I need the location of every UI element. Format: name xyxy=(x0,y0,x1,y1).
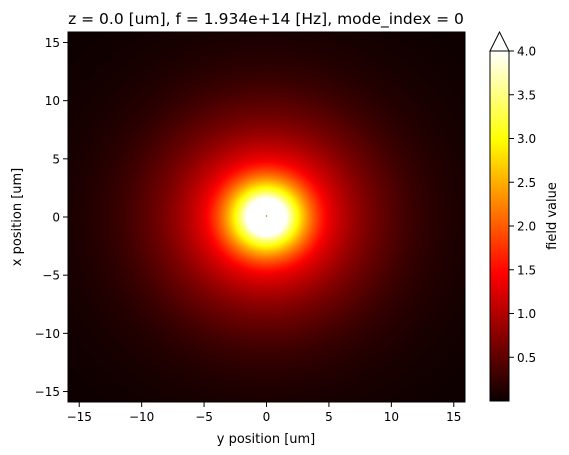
x-tick-label: 15 xyxy=(446,410,461,424)
heatmap-layer xyxy=(68,32,465,402)
colorbar-tick-label: 0.5 xyxy=(517,351,536,365)
colorbar-tick-label: 3.5 xyxy=(517,88,536,102)
colorbar-extend-triangle xyxy=(489,30,510,52)
colorbar-tick-label: 2.5 xyxy=(517,176,536,190)
colorbar-gradient xyxy=(490,51,509,401)
y-tick-label: −15 xyxy=(35,385,60,399)
colorbar: 0.5 1.0 1.5 2.0 2.5 3.0 3.5 4.0 xyxy=(489,30,536,402)
colorbar-tick-label: 1.0 xyxy=(517,307,536,321)
colorbar-tick-label: 3.0 xyxy=(517,132,536,146)
colorbar-tick-label: 2.0 xyxy=(517,220,536,234)
colorbar-tick-label: 4.0 xyxy=(517,45,536,59)
x-tick-label: 10 xyxy=(384,410,399,424)
y-tick-label: 15 xyxy=(45,36,60,50)
y-tick-label: −10 xyxy=(35,327,60,341)
x-tick-label: 0 xyxy=(263,410,271,424)
colorbar-tick-label: 1.5 xyxy=(517,263,536,277)
colorbar-label: field value xyxy=(545,182,560,250)
x-axis-label: y position [um] xyxy=(217,432,316,447)
x-tick-label: −15 xyxy=(67,410,92,424)
y-tick-label: 0 xyxy=(52,211,60,225)
y-tick-label: −5 xyxy=(42,269,60,283)
y-axis-label: x position [um] xyxy=(10,168,25,267)
y-tick-label: 5 xyxy=(52,152,60,166)
y-tick-label: 10 xyxy=(45,94,60,108)
heatmap-canvas xyxy=(68,32,465,402)
x-axis: −15 −10 −5 0 5 10 15 xyxy=(67,402,461,424)
mode-center-marker xyxy=(265,215,268,217)
chart-title: z = 0.0 [um], f = 1.934e+14 [Hz], mode_i… xyxy=(68,10,464,29)
x-tick-label: −5 xyxy=(195,410,213,424)
x-tick-label: −10 xyxy=(129,410,154,424)
y-axis: −15 −10 −5 0 5 10 15 xyxy=(35,36,68,399)
x-tick-label: 5 xyxy=(325,410,333,424)
colorbar-ticks: 0.5 1.0 1.5 2.0 2.5 3.0 3.5 4.0 xyxy=(509,45,536,365)
